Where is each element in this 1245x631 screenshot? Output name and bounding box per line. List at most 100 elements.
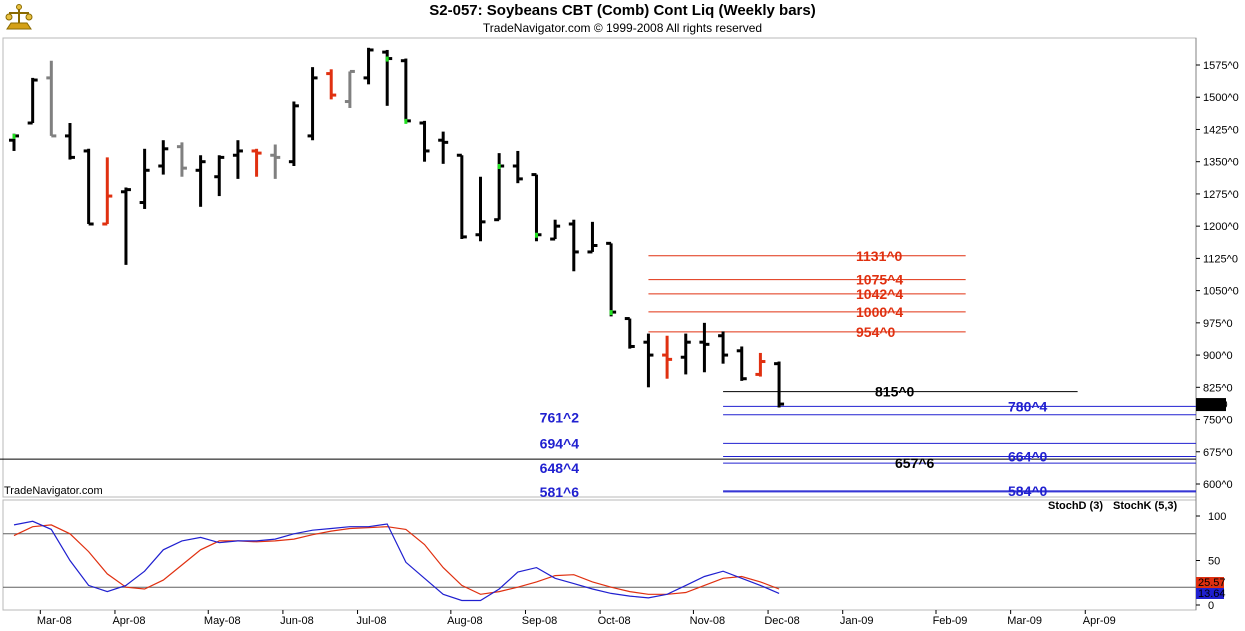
chart-frame — [2, 37, 1197, 611]
price-tick-label: 900^0 — [1203, 350, 1233, 362]
level-label: 1075^4 — [856, 272, 903, 288]
date-tick-label: Oct-08 — [598, 615, 631, 627]
price-tick-label: 1200^0 — [1203, 221, 1239, 233]
level-label: 1000^4 — [856, 304, 903, 320]
last-price-box — [1196, 398, 1226, 412]
ohlc-bar — [699, 322, 710, 373]
stochastic-axis: 0 50 100 — [3, 511, 1226, 612]
ohlc-bar — [456, 153, 467, 240]
ohlc-bar — [214, 155, 225, 197]
ohlc-bar — [587, 221, 598, 254]
price-tick-label: 675^0 — [1203, 447, 1233, 459]
ohlc-bar — [400, 58, 411, 124]
date-tick-label: Mar-09 — [1007, 615, 1042, 627]
price-tick-label: 1575^0 — [1203, 60, 1239, 72]
ohlc-bar — [550, 219, 561, 241]
ohlc-bar — [568, 219, 579, 272]
legend-stochk: StochK (5,3) — [1113, 500, 1178, 512]
level-label: 584^0 — [1008, 483, 1048, 499]
date-tick-label: Nov-08 — [690, 615, 725, 627]
date-tick-label: Jan-09 — [840, 615, 874, 627]
price-tick-label: 825^0 — [1203, 382, 1233, 394]
level-label: 954^0 — [856, 324, 896, 340]
bar-signal-mark — [385, 56, 389, 62]
stoch-tick-label: 100 — [1208, 511, 1226, 523]
price-tick-label: 750^0 — [1203, 415, 1233, 427]
bar-signal-mark — [534, 232, 538, 238]
date-tick-label: Jul-08 — [357, 615, 387, 627]
bar-signal-mark — [404, 118, 408, 124]
ohlc-bar — [9, 133, 19, 151]
watermark-text: TradeNavigator.com — [4, 485, 103, 497]
price-tick-label: 1425^0 — [1203, 124, 1239, 136]
level-label: 657^6 — [895, 455, 935, 471]
chart-title: S2-057: Soybeans CBT (Comb) Cont Liq (We… — [429, 2, 816, 19]
ohlc-bar — [512, 150, 523, 184]
level-label: 815^0 — [875, 384, 915, 400]
ohlc-bar — [606, 241, 617, 317]
ohlc-bar — [307, 67, 318, 141]
ohlc-bar — [83, 148, 94, 226]
ohlc-bar — [494, 153, 505, 222]
date-tick-label: Mar-08 — [37, 615, 72, 627]
price-pane-border — [2, 37, 1197, 498]
bar-signal-mark — [609, 310, 613, 316]
price-tick-label: 1050^0 — [1203, 286, 1239, 298]
stochd-value-box — [1196, 577, 1224, 588]
level-label: 694^4 — [540, 435, 580, 451]
date-tick-label: Dec-08 — [764, 615, 799, 627]
ohlc-bar — [736, 346, 747, 381]
price-tick-label: 975^0 — [1203, 318, 1233, 330]
ohlc-bar — [176, 142, 187, 177]
ohlc-bar — [475, 176, 486, 242]
level-label: 780^4 — [1008, 398, 1048, 414]
copyright-notice: TradeNavigator.com © 1999-2008 All right… — [482, 21, 763, 35]
legend-stochd: StochD (3) — [1048, 500, 1103, 512]
date-axis: Mar-08 Apr-08 May-08 Jun-08 Jul-08 Aug-08 Sep-… — [37, 610, 1116, 627]
ohlc-bar — [120, 187, 131, 265]
ohlc-bar — [624, 317, 635, 349]
ohlc-bar — [363, 47, 374, 85]
ohlc-bar — [680, 333, 691, 375]
last-price-label: 786^0 — [1198, 399, 1228, 411]
last-price-marker: 786^0 — [1196, 398, 1228, 412]
ohlc-bar — [326, 69, 337, 100]
date-tick-label: May-08 — [204, 615, 241, 627]
ohlc-bar — [102, 157, 113, 226]
ohlc-bar — [382, 49, 393, 106]
price-bars — [9, 47, 785, 408]
ohlc-bar — [531, 173, 542, 242]
ohlc-bar — [643, 333, 654, 388]
ohlc-bar — [270, 144, 281, 179]
stochd-value: 25.57 — [1198, 577, 1226, 589]
level-label: 648^4 — [540, 460, 580, 476]
bar-signal-mark — [497, 163, 501, 169]
ohlc-bar — [195, 155, 206, 207]
ohlc-bar — [344, 69, 355, 108]
ohlc-bar — [662, 335, 673, 379]
ohlc-bar — [46, 60, 57, 138]
tradenavigator-logo-icon — [3, 3, 35, 33]
stochk-value-box — [1196, 588, 1224, 599]
date-tick-label: Jun-08 — [280, 615, 314, 627]
ohlc-bar — [755, 352, 766, 377]
stoch-series-line — [13, 524, 780, 595]
ohlc-bar — [251, 148, 262, 177]
price-tick-label: 1275^0 — [1203, 189, 1239, 201]
ohlc-bar — [139, 148, 150, 209]
ohlc-bar — [419, 120, 430, 162]
stoch-tick-label: 0 — [1208, 600, 1214, 612]
price-tick-label: 1350^0 — [1203, 157, 1239, 169]
date-tick-label: Feb-09 — [933, 615, 968, 627]
level-label: 1042^4 — [856, 286, 903, 302]
ohlc-bar — [718, 331, 729, 364]
date-tick-label: Apr-08 — [112, 615, 145, 627]
date-tick-label: Aug-08 — [447, 615, 482, 627]
level-label: 664^0 — [1008, 448, 1048, 464]
level-label: 581^6 — [540, 484, 580, 500]
ohlc-bar — [27, 77, 38, 125]
ohlc-bar — [774, 361, 785, 408]
